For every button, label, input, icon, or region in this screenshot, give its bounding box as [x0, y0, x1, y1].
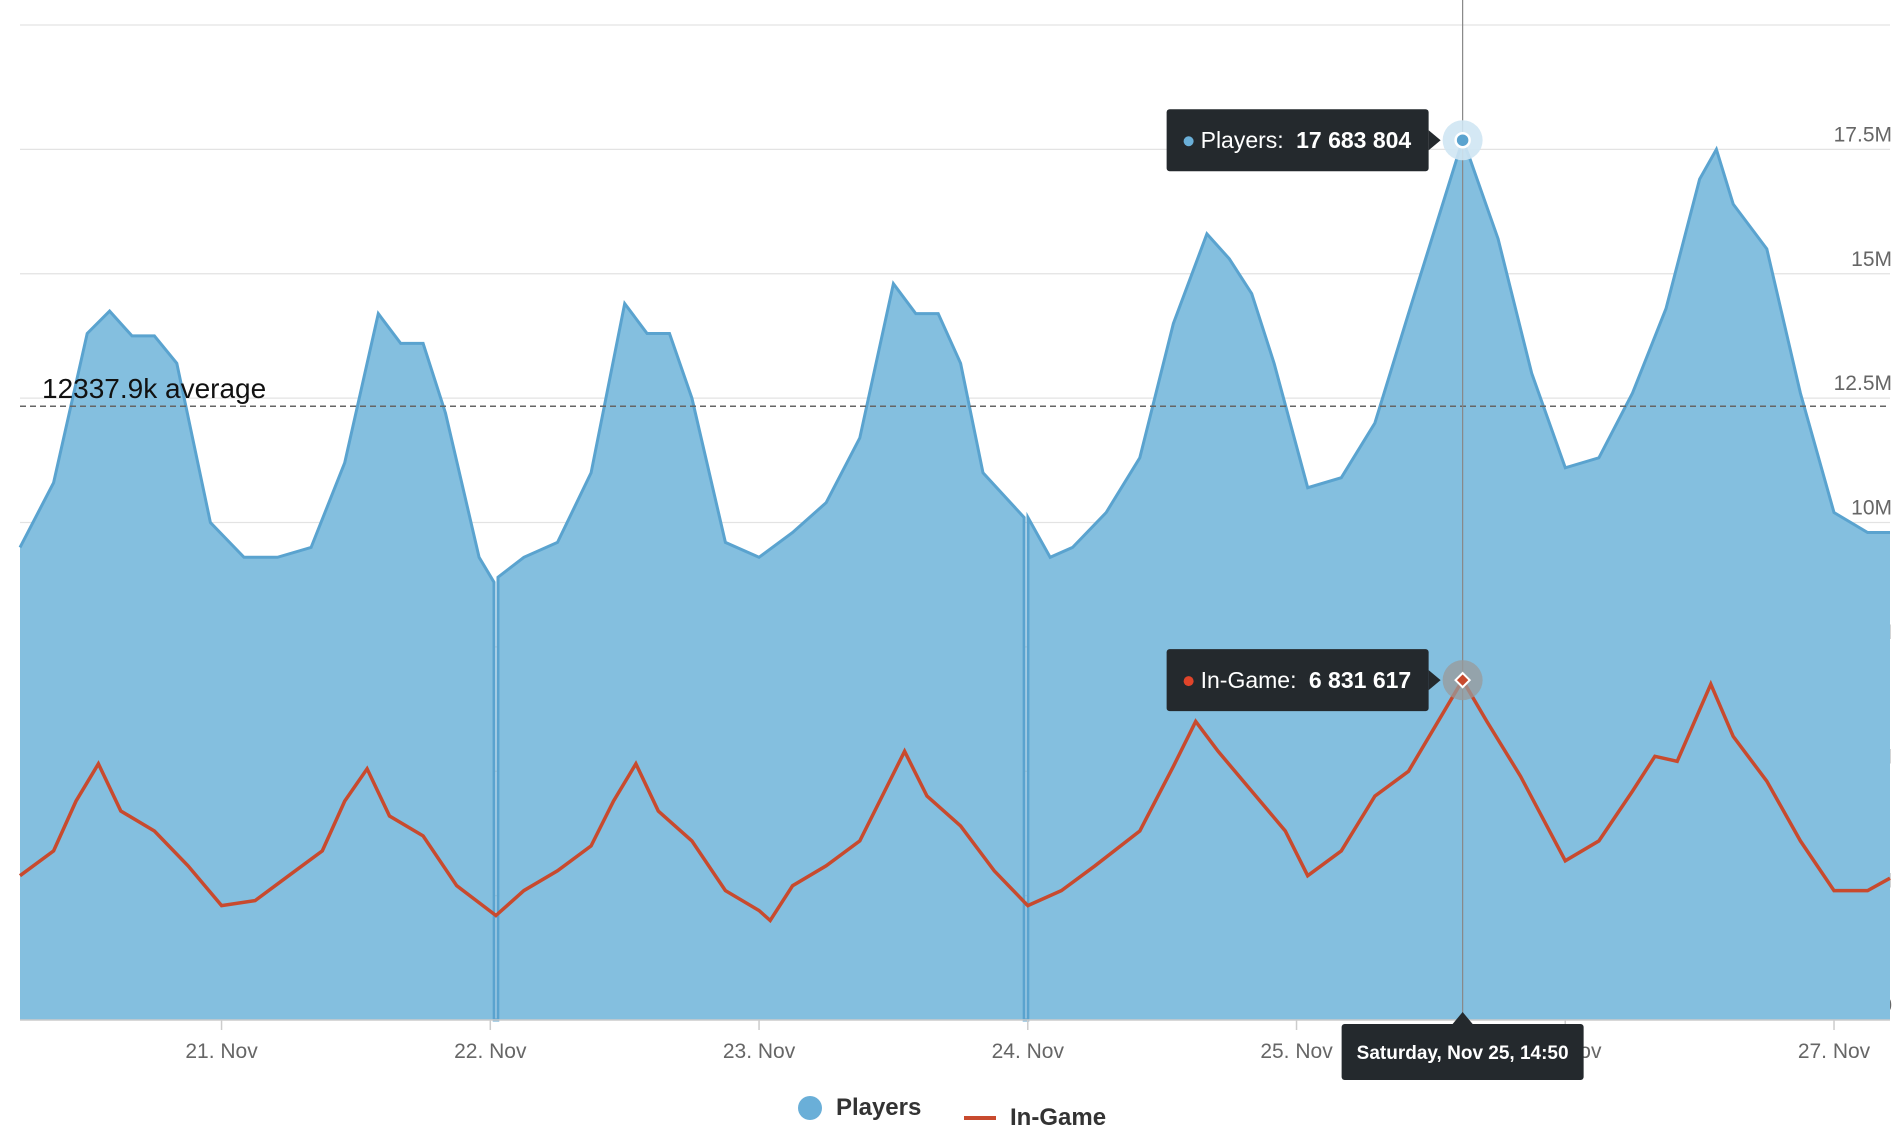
legend: Players In-Game: [0, 1094, 1904, 1132]
players-marker[interactable]: [1454, 131, 1471, 149]
players-area[interactable]: [20, 140, 1890, 1020]
legend-item-players[interactable]: Players: [797, 1094, 922, 1122]
x-tick-label: 21. Nov: [185, 1040, 258, 1063]
y-tick-label: 15M: [1851, 248, 1892, 271]
players-tooltip-value: 17 683 804: [1296, 127, 1411, 153]
in-game-tooltip-value: 6 831 617: [1309, 667, 1411, 693]
date-tooltip-text: Saturday, Nov 25, 14:50: [1357, 1043, 1569, 1064]
date-tooltip-arrow: [1452, 1012, 1473, 1024]
in-game-marker[interactable]: [1454, 671, 1472, 689]
in-game-tooltip-text: In-Game: 6 831 617: [1201, 667, 1412, 693]
x-tick-label: 24. Nov: [992, 1040, 1065, 1063]
in-game-tooltip-box: [1166, 649, 1429, 712]
players-tooltip-text: Players: 17 683 804: [1201, 127, 1412, 153]
in-game-tooltip-label: In-Game:: [1201, 667, 1297, 693]
date-tooltip-box: [1341, 1024, 1584, 1080]
players-legend-dot-icon: [797, 1096, 822, 1120]
y-tick-label: 17.5M: [1834, 123, 1892, 146]
players-line[interactable]: [18, 135, 1890, 1022]
players-tooltip: Players: 17 683 804: [1166, 109, 1441, 172]
x-tick-label: 23. Nov: [723, 1040, 796, 1063]
x-tick-label: 27. Nov: [1798, 1040, 1871, 1063]
players-tooltip-arrow: [1428, 130, 1441, 151]
in-game-line[interactable]: [18, 676, 1891, 924]
y-tick-label: 10M: [1851, 497, 1892, 520]
legend-label-in-game: In-Game: [1010, 1104, 1107, 1131]
in-game-tooltip: In-Game: 6 831 617: [1166, 649, 1441, 712]
x-tick-label: 25. Nov: [1260, 1040, 1333, 1063]
in-game-legend-line-icon: [964, 1116, 997, 1120]
players-tooltip-label: Players:: [1201, 127, 1284, 153]
date-tooltip: Saturday, Nov 25, 14:50: [1341, 1012, 1584, 1080]
legend-item-in-game[interactable]: In-Game: [964, 1104, 1106, 1132]
legend-label-players: Players: [835, 1094, 922, 1121]
x-tick-label: 22. Nov: [454, 1040, 527, 1063]
in-game-tooltip-dot: [1183, 676, 1194, 687]
players-tooltip-dot: [1183, 136, 1194, 147]
in-game-tooltip-arrow: [1428, 670, 1441, 691]
players-tooltip-box: [1166, 109, 1429, 172]
y-tick-label: 12.5M: [1834, 372, 1892, 395]
average-label: 12337.9k average: [42, 373, 266, 404]
